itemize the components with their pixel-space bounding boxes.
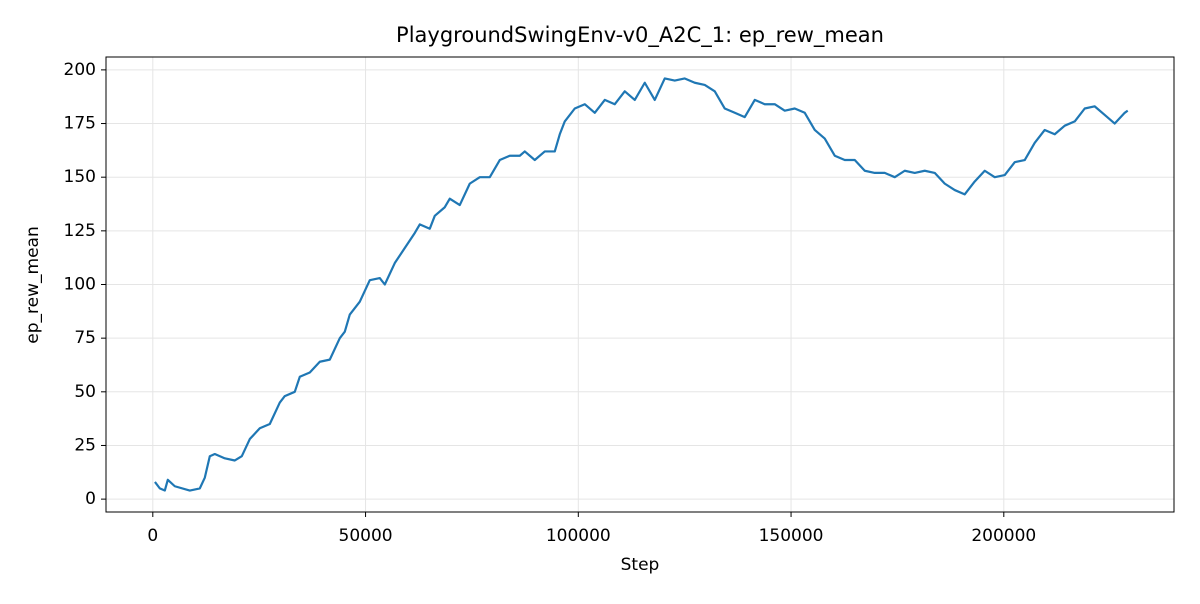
x-axis-label: Step xyxy=(621,555,660,575)
y-tick-label: 125 xyxy=(64,221,96,241)
x-tick-label: 100000 xyxy=(546,526,611,546)
x-tick-label: 0 xyxy=(147,526,158,546)
y-tick-label: 25 xyxy=(74,435,96,455)
x-tick-label: 50000 xyxy=(339,526,393,546)
line-series xyxy=(154,77,1129,492)
y-tick-label: 200 xyxy=(64,60,96,80)
y-axis-label: ep_rew_mean xyxy=(23,226,43,343)
y-tick-label: 50 xyxy=(74,382,96,402)
chart-title: PlaygroundSwingEnv-v0_A2C_1: ep_rew_mean xyxy=(396,23,884,48)
y-tick-label: 0 xyxy=(85,489,96,509)
y-tick-label: 175 xyxy=(64,114,96,134)
y-tick-label: 150 xyxy=(64,167,96,187)
x-tick-label: 150000 xyxy=(759,526,824,546)
plot-frame xyxy=(105,56,1175,513)
y-tick-label: 100 xyxy=(64,275,96,295)
x-tick-label: 200000 xyxy=(971,526,1036,546)
y-tick-label: 75 xyxy=(74,328,96,348)
